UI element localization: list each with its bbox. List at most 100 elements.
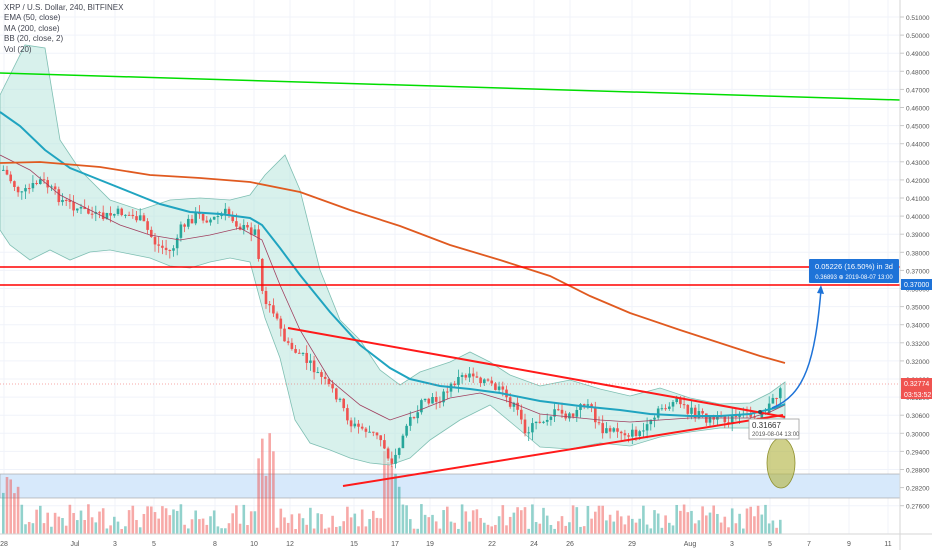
time-tick-label: 11 [884, 541, 891, 548]
time-tick-label: 28 [0, 541, 8, 548]
candle-body [638, 431, 641, 436]
candle-body [386, 448, 390, 459]
volume-bar [716, 513, 719, 534]
volume-bar [397, 486, 401, 534]
time-tick-label: 19 [426, 541, 434, 548]
volume-bar [505, 525, 508, 534]
volume-bar [279, 508, 283, 534]
volume-bar [346, 506, 349, 534]
volume-bar [494, 524, 497, 534]
volume-bar [523, 507, 527, 534]
candle-body [5, 169, 9, 175]
legend-ema[interactable]: EMA (50, close) [4, 13, 61, 23]
ema-line [0, 111, 786, 417]
candle-body [405, 425, 408, 436]
volume-bar [686, 512, 690, 534]
candle-body [305, 352, 308, 363]
candle-body [72, 202, 75, 211]
candle-body [627, 435, 630, 437]
candle-body [520, 409, 523, 420]
volume-bar [57, 516, 61, 534]
candle-body [412, 417, 416, 419]
price-tick-label: 0.43000 [906, 160, 930, 167]
support-zone [0, 473, 901, 499]
candle-body [586, 404, 590, 406]
price-tick-label: 0.28800 [906, 468, 930, 475]
candle-body [608, 428, 612, 432]
candle-body [264, 290, 268, 305]
candle-body [738, 414, 741, 417]
measure-line1: 0.05226 (16.50%) in 3d [815, 262, 893, 271]
green-trendline [0, 72, 901, 101]
price-tick-label: 0.47000 [906, 87, 930, 94]
volume-bar [372, 510, 375, 534]
legend-bb[interactable]: BB (20, close, 2) [4, 34, 64, 44]
candle-body [79, 207, 83, 209]
projection-arrow [771, 289, 822, 409]
candle-body [105, 213, 109, 220]
volume-bar [164, 508, 168, 534]
price-tick-label: 0.29400 [906, 449, 930, 456]
volume-bar [660, 527, 664, 534]
candle-body [582, 404, 586, 406]
volume-bar [50, 526, 53, 534]
candle-body [286, 341, 290, 343]
candle-body [497, 386, 501, 390]
legend-symbol[interactable]: XRP / U.S. Dollar, 240, BITFINEX [4, 3, 124, 12]
candle-body [283, 328, 286, 342]
candle-body [434, 397, 438, 402]
candle-body [349, 420, 353, 427]
volume-bar [679, 510, 682, 534]
candle-body [101, 212, 105, 220]
volume-bar [608, 514, 612, 534]
volume-bar [734, 523, 738, 534]
volume-bar [427, 517, 431, 534]
volume-bar [101, 508, 105, 534]
volume-bar [553, 528, 556, 534]
volume-bar [13, 493, 16, 534]
candle-body [612, 428, 616, 432]
candle-body [35, 183, 38, 185]
candle-body [31, 183, 35, 189]
candle-body [357, 423, 360, 427]
time-tick-label: 7 [807, 541, 811, 548]
volume-bar [253, 511, 257, 534]
volume-bar [682, 504, 686, 534]
candle-body [331, 384, 334, 389]
candle-body [379, 435, 382, 441]
price-tick-label: 0.32000 [906, 359, 930, 366]
candle-body [320, 372, 323, 377]
time-tick-label: 29 [628, 541, 636, 548]
volume-bar [619, 516, 623, 534]
volume-bar [172, 509, 175, 534]
volume-bar [212, 510, 216, 534]
candle-body [664, 408, 667, 410]
candle-body [323, 376, 327, 379]
volume-bar [201, 518, 205, 534]
volume-bar [309, 507, 312, 534]
price-tick-label: 0.28200 [906, 486, 930, 493]
time-axis[interactable]: 28 Jul 3 5 8 10 12 15 17 19 22 24 26 29 Aug 3 5 7 9 11 [0, 541, 892, 548]
volume-bar [697, 520, 701, 534]
candle-body [682, 404, 686, 406]
volume-bar [730, 508, 734, 534]
volume-bar [294, 528, 297, 534]
volume-bar [605, 520, 608, 534]
candle-body [649, 419, 653, 425]
candle-body [301, 352, 305, 354]
volume-bar [360, 509, 364, 534]
candle-body [545, 419, 549, 422]
volume-bar [627, 515, 630, 534]
legend-ma[interactable]: MA (200, close) [4, 23, 60, 33]
price-tick-label: 0.39000 [906, 232, 930, 239]
candle-body [346, 408, 349, 421]
volume-bar [420, 504, 423, 534]
volume-bar [42, 523, 46, 534]
candle-body [83, 207, 86, 210]
price-tick-label: 0.51000 [906, 15, 930, 22]
legend-vol[interactable]: Vol (20) [4, 44, 32, 54]
volume-bar [538, 523, 542, 534]
volume-bar [35, 509, 38, 534]
